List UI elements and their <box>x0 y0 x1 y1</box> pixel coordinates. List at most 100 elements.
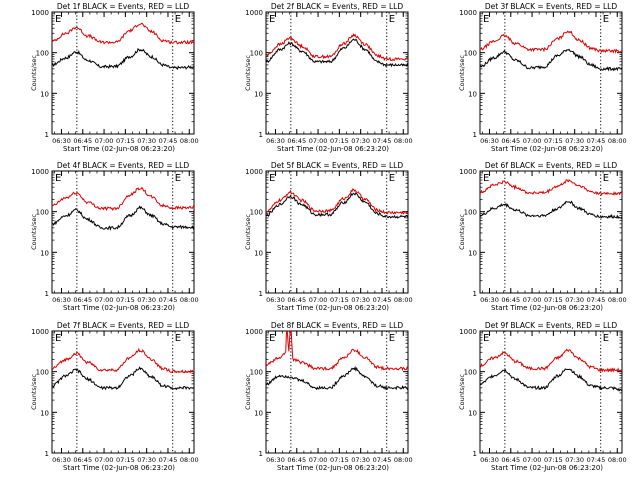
x-tick-label: 07:30 <box>351 456 370 464</box>
x-tick-label: 07:15 <box>116 137 135 145</box>
y-tick-label: 1000 <box>245 168 263 176</box>
y-axis-label: Counts/sec <box>244 214 252 250</box>
event-marker-label: E <box>55 173 61 184</box>
plot-frame <box>479 11 623 135</box>
x-tick-label: 06:30 <box>480 137 499 145</box>
x-tick-label: 07:45 <box>373 456 392 464</box>
plot-frame <box>51 11 195 135</box>
x-tick-label: 07:45 <box>373 137 392 145</box>
x-tick-label: 07:00 <box>95 296 114 304</box>
series-line-events <box>480 368 622 392</box>
y-tick-label: 100 <box>464 209 477 217</box>
x-tick-label: 07:00 <box>309 456 328 464</box>
x-tick-label: 06:30 <box>266 456 285 464</box>
event-marker-label: E <box>483 333 489 344</box>
x-tick-label: 07:00 <box>95 137 114 145</box>
plot-title: Det 2f BLACK = Events, RED = LLD <box>271 2 404 11</box>
plot-frame <box>479 170 623 294</box>
y-tick-label: 1 <box>259 290 263 298</box>
detector-plot-2: Det 2f BLACK = Events, RED = LLD 1 10 100 10… <box>244 2 413 153</box>
x-axis-label: Start Time (02-Jun-08 06:23:20) <box>277 304 389 312</box>
series-line-events <box>52 205 194 231</box>
x-tick-label: 07:15 <box>544 456 563 464</box>
series-line-lld <box>480 348 622 373</box>
x-tick-label: 07:00 <box>309 296 328 304</box>
x-axis-label: Start Time (02-Jun-08 06:23:20) <box>277 464 389 472</box>
x-tick-label: 06:45 <box>73 296 92 304</box>
event-marker-label: E <box>269 14 275 25</box>
detector-plot-7: Det 7f BLACK = Events, RED = LLD 1 10 100 10… <box>30 321 199 472</box>
x-tick-label: 07:15 <box>330 456 349 464</box>
x-axis-label: Start Time (02-Jun-08 06:23:20) <box>491 464 603 472</box>
plot-frame <box>265 170 409 294</box>
y-tick-label: 1 <box>473 450 477 458</box>
x-tick-label: 07:15 <box>330 137 349 145</box>
x-tick-label: 06:30 <box>266 137 285 145</box>
x-tick-label: 06:45 <box>501 456 520 464</box>
series-line-lld <box>52 22 194 45</box>
series-line-events <box>266 365 408 391</box>
x-tick-label: 07:00 <box>95 456 114 464</box>
y-tick-label: 10 <box>468 90 477 98</box>
event-marker-label: E <box>55 333 61 344</box>
x-tick-label: 07:15 <box>330 296 349 304</box>
y-tick-label: 100 <box>250 369 263 377</box>
event-marker-label: E <box>269 173 275 184</box>
series-line-lld <box>266 331 408 372</box>
y-tick-label: 10 <box>468 409 477 417</box>
plot-title: Det 6f BLACK = Events, RED = LLD <box>485 161 618 170</box>
y-axis-label: Counts/sec <box>458 374 466 410</box>
x-tick-label: 06:45 <box>73 137 92 145</box>
plot-title: Det 1f BLACK = Events, RED = LLD <box>57 2 190 11</box>
x-tick-label: 06:45 <box>501 296 520 304</box>
x-tick-label: 06:45 <box>73 456 92 464</box>
x-axis-label: Start Time (02-Jun-08 06:23:20) <box>63 464 175 472</box>
y-tick-label: 10 <box>40 409 49 417</box>
plot-title: Det 9f BLACK = Events, RED = LLD <box>485 321 618 330</box>
x-tick-label: 07:30 <box>137 296 156 304</box>
series-line-events <box>266 38 408 68</box>
event-marker-label: E <box>55 14 61 25</box>
x-tick-label: 06:45 <box>287 296 306 304</box>
plot-frame <box>265 330 409 454</box>
x-tick-label: 08:00 <box>180 137 199 145</box>
y-tick-label: 100 <box>250 209 263 217</box>
series-line-events <box>480 200 622 220</box>
x-tick-label: 06:30 <box>52 456 71 464</box>
x-tick-label: 06:45 <box>501 137 520 145</box>
detector-plot-6: Det 6f BLACK = Events, RED = LLD 1 10 100 10… <box>458 161 627 312</box>
x-tick-label: 07:45 <box>159 456 178 464</box>
event-marker-label: E <box>175 14 181 25</box>
y-axis-label: Counts/sec <box>244 55 252 91</box>
y-tick-label: 1000 <box>31 328 49 336</box>
y-tick-label: 100 <box>36 50 49 58</box>
y-tick-label: 10 <box>468 249 477 257</box>
x-tick-label: 07:15 <box>544 296 563 304</box>
x-axis-label: Start Time (02-Jun-08 06:23:20) <box>63 145 175 153</box>
series-line-lld <box>52 186 194 211</box>
series-line-lld <box>266 33 408 62</box>
x-tick-label: 08:00 <box>394 137 413 145</box>
series-line-events <box>266 192 408 219</box>
event-marker-label: E <box>175 333 181 344</box>
y-tick-label: 100 <box>464 50 477 58</box>
y-tick-label: 100 <box>250 50 263 58</box>
event-marker-label: E <box>483 14 489 25</box>
y-axis-label: Counts/sec <box>30 214 38 250</box>
plot-title: Det 4f BLACK = Events, RED = LLD <box>57 161 190 170</box>
x-tick-label: 07:15 <box>544 137 563 145</box>
y-tick-label: 10 <box>40 249 49 257</box>
y-axis-label: Counts/sec <box>458 55 466 91</box>
series-line-events <box>480 48 622 72</box>
x-tick-label: 07:45 <box>373 296 392 304</box>
plot-title: Det 7f BLACK = Events, RED = LLD <box>57 321 190 330</box>
event-marker-label: E <box>269 333 275 344</box>
x-tick-label: 07:45 <box>587 296 606 304</box>
y-tick-label: 1000 <box>459 9 477 17</box>
x-axis-label: Start Time (02-Jun-08 06:23:20) <box>277 145 389 153</box>
x-tick-label: 07:30 <box>137 456 156 464</box>
x-tick-label: 07:45 <box>587 456 606 464</box>
y-tick-label: 10 <box>254 409 263 417</box>
y-tick-label: 10 <box>40 90 49 98</box>
x-tick-label: 08:00 <box>394 296 413 304</box>
